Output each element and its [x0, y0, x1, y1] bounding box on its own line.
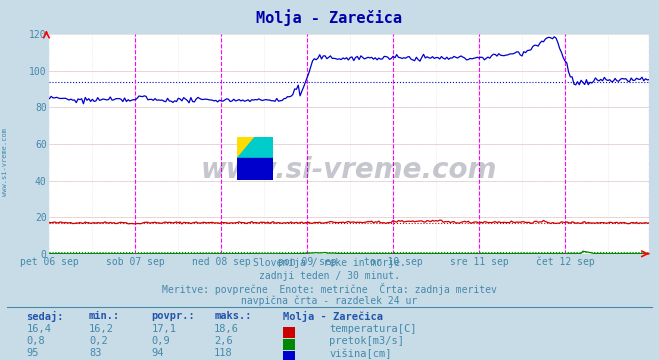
Text: 83: 83	[89, 348, 101, 359]
Text: min.:: min.:	[89, 311, 120, 321]
Text: maks.:: maks.:	[214, 311, 252, 321]
Text: Slovenija / reke in morje.: Slovenija / reke in morje.	[253, 258, 406, 269]
Text: temperatura[C]: temperatura[C]	[330, 324, 417, 334]
Text: pretok[m3/s]: pretok[m3/s]	[330, 336, 405, 346]
Text: Molja - Zarečica: Molja - Zarečica	[256, 9, 403, 26]
Text: 16,4: 16,4	[26, 324, 51, 334]
Text: navpična črta - razdelek 24 ur: navpična črta - razdelek 24 ur	[241, 295, 418, 306]
Text: 16,2: 16,2	[89, 324, 114, 334]
Polygon shape	[237, 137, 256, 158]
Text: 94: 94	[152, 348, 164, 359]
Text: Meritve: povprečne  Enote: metrične  Črta: zadnja meritev: Meritve: povprečne Enote: metrične Črta:…	[162, 283, 497, 295]
Text: sedaj:: sedaj:	[26, 311, 64, 323]
Text: 17,1: 17,1	[152, 324, 177, 334]
Text: Molja - Zarečica: Molja - Zarečica	[283, 311, 384, 323]
Text: 0,9: 0,9	[152, 336, 170, 346]
Text: 2,6: 2,6	[214, 336, 233, 346]
Text: www.si-vreme.com: www.si-vreme.com	[2, 128, 9, 196]
Polygon shape	[237, 158, 273, 180]
Text: 18,6: 18,6	[214, 324, 239, 334]
Text: 0,8: 0,8	[26, 336, 45, 346]
Text: 0,2: 0,2	[89, 336, 107, 346]
Text: 95: 95	[26, 348, 39, 359]
Text: višina[cm]: višina[cm]	[330, 348, 392, 359]
Text: zadnji teden / 30 minut.: zadnji teden / 30 minut.	[259, 271, 400, 281]
Polygon shape	[237, 137, 273, 158]
Text: 118: 118	[214, 348, 233, 359]
Text: www.si-vreme.com: www.si-vreme.com	[201, 156, 498, 184]
Text: povpr.:: povpr.:	[152, 311, 195, 321]
